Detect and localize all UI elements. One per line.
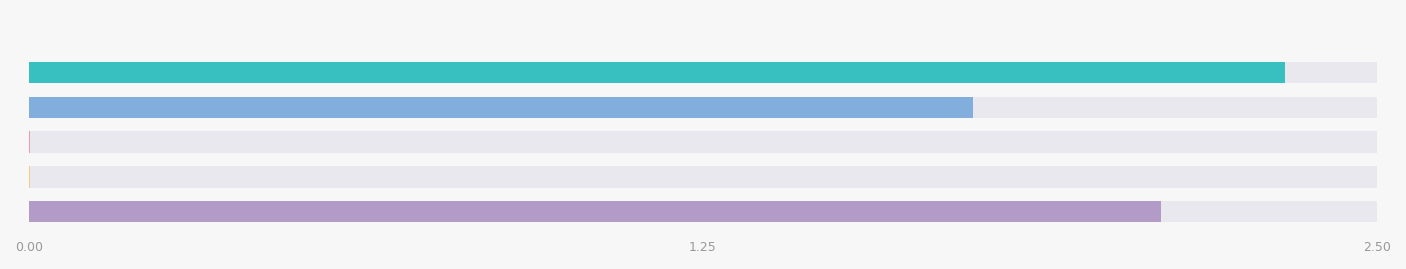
Bar [30,97,973,118]
Bar [30,62,1285,83]
Bar [30,166,1376,187]
Bar [30,131,1376,153]
Bar [30,97,1376,118]
Bar [30,201,1161,222]
Bar [30,201,1376,222]
Bar [30,62,1376,83]
